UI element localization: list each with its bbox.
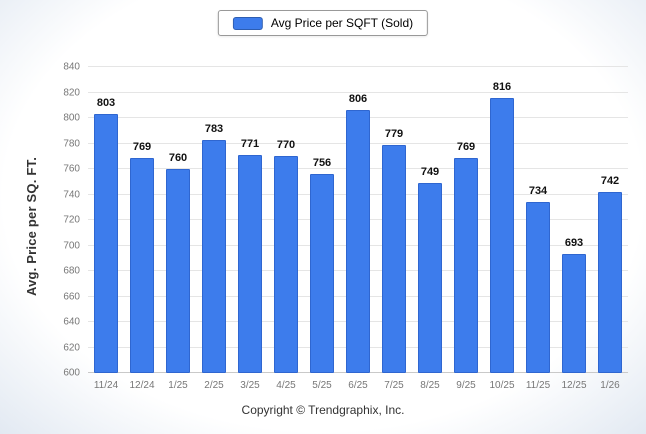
bar-value-label: 769 <box>132 140 152 153</box>
legend-label: Avg Price per SQFT (Sold) <box>270 16 414 30</box>
bar-value-label: 779 <box>384 127 404 140</box>
y-tick-label: 600 <box>63 367 80 379</box>
x-tick-label: 11/24 <box>93 380 119 391</box>
bar <box>382 144 406 373</box>
y-tick-label: 700 <box>63 240 80 251</box>
y-tick-label: 800 <box>63 112 80 124</box>
x-tick-label: 12/25 <box>561 380 587 391</box>
bar-value-label: 742 <box>600 174 620 187</box>
y-tick-label: 660 <box>63 291 80 302</box>
y-tick-label: 760 <box>63 163 80 175</box>
bar-value-label: 693 <box>564 237 584 250</box>
x-tick-label: 5/25 <box>312 380 332 391</box>
y-tick-label: 680 <box>63 265 80 277</box>
y-tick-label: 820 <box>63 87 80 98</box>
bar <box>94 114 118 373</box>
y-tick-label: 740 <box>63 189 80 200</box>
bar <box>202 139 226 373</box>
y-axis-label: Avg. Price per SQ. FT. <box>24 156 39 296</box>
bar <box>490 97 514 373</box>
bar <box>238 154 262 373</box>
bar <box>418 183 442 373</box>
bar <box>562 254 586 373</box>
bar <box>526 202 550 373</box>
legend: Avg Price per SQFT (Sold) <box>217 10 429 36</box>
bar <box>346 110 370 373</box>
y-tick-label: 620 <box>63 342 80 353</box>
x-tick-label: 6/25 <box>348 380 368 391</box>
y-tick-label: 840 <box>63 61 80 73</box>
x-tick-label: 7/25 <box>384 380 404 391</box>
bar-value-label: 770 <box>276 139 296 152</box>
x-tick-label: 2/25 <box>204 380 224 391</box>
bar <box>310 174 334 373</box>
copyright-text: Copyright © Trendgraphix, Inc. <box>241 403 405 417</box>
bar-value-label: 749 <box>420 166 440 179</box>
bar-value-label: 806 <box>348 93 368 106</box>
x-tick-label: 8/25 <box>420 380 440 391</box>
x-tick-label: 11/25 <box>525 380 551 391</box>
bar <box>454 157 478 373</box>
bar-value-label: 783 <box>204 122 224 135</box>
x-tick-label: 12/24 <box>129 380 155 391</box>
gridline <box>88 66 628 67</box>
x-tick-label: 4/25 <box>276 380 296 391</box>
bar <box>166 169 190 373</box>
bar <box>274 156 298 373</box>
x-tick-label: 3/25 <box>240 380 260 391</box>
bar-value-label: 771 <box>240 137 260 150</box>
x-tick-label: 1/26 <box>600 380 620 391</box>
legend-swatch <box>232 16 263 30</box>
bar-value-label: 734 <box>528 185 548 198</box>
plot-area: 600 620 640 660 680 700 720 740 760 780 800 820 840 8… <box>63 62 628 391</box>
bar <box>598 191 622 373</box>
gridline <box>88 91 628 93</box>
x-tick-label: 10/25 <box>489 380 515 391</box>
y-tick-label: 780 <box>63 138 80 149</box>
bar <box>130 157 154 373</box>
bar-value-label: 816 <box>492 80 512 93</box>
bar-value-label: 803 <box>96 97 116 110</box>
x-tick-label: 9/25 <box>456 380 476 391</box>
x-tick-label: 1/25 <box>168 380 188 391</box>
bar-value-label: 769 <box>456 140 476 153</box>
bar-value-label: 760 <box>168 152 188 164</box>
y-tick-label: 640 <box>63 316 80 328</box>
y-tick-label: 720 <box>63 214 80 226</box>
bar-value-label: 756 <box>312 157 332 170</box>
